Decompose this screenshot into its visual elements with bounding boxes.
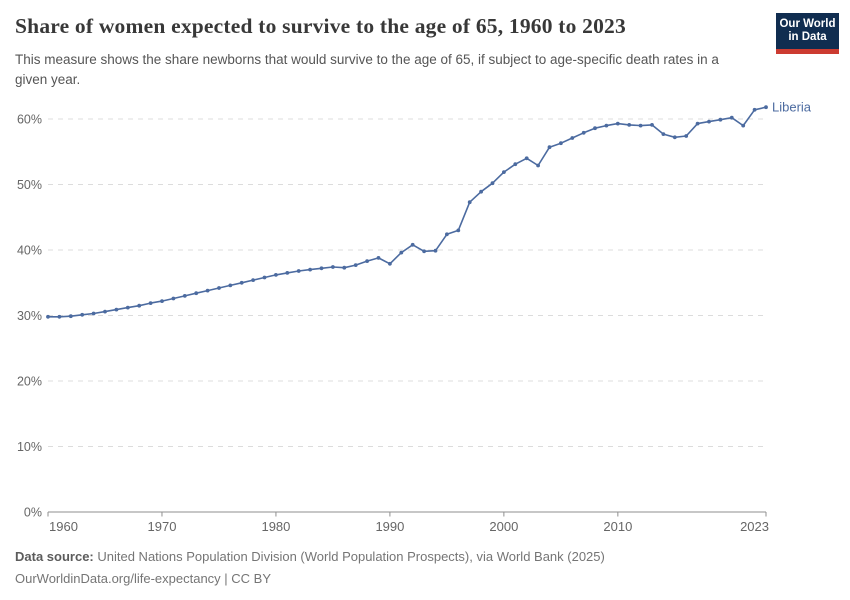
data-point	[456, 228, 461, 233]
data-point	[205, 288, 210, 293]
data-point	[741, 123, 746, 128]
data-point	[194, 291, 199, 296]
data-point	[502, 170, 506, 175]
data-source-label: Data source:	[15, 549, 94, 564]
data-point	[308, 267, 312, 272]
owid-logo-accent-bar	[776, 49, 839, 54]
data-point	[217, 286, 221, 290]
owid-logo: Our World in Data	[776, 13, 839, 54]
y-axis-tick-label: 60%	[17, 113, 42, 127]
data-point	[524, 156, 529, 161]
data-point	[228, 283, 233, 288]
data-point	[376, 256, 381, 260]
y-axis-tick-label: 0%	[24, 506, 42, 520]
y-axis-tick-label: 10%	[17, 440, 42, 454]
data-point	[331, 265, 335, 269]
data-point	[148, 301, 153, 305]
data-point	[46, 314, 50, 319]
data-point	[707, 119, 711, 124]
data-point	[638, 123, 643, 128]
data-point	[274, 273, 278, 277]
data-point	[615, 121, 620, 126]
data-point	[160, 299, 164, 303]
data-point	[604, 123, 609, 128]
data-point	[80, 312, 85, 317]
y-axis-tick-label: 20%	[17, 375, 42, 389]
data-point	[445, 232, 449, 237]
data-point	[91, 311, 96, 316]
data-point	[513, 162, 518, 167]
data-point	[319, 266, 324, 271]
data-point	[684, 134, 689, 138]
y-axis-tick-label: 30%	[17, 309, 42, 323]
x-axis-tick-label: 1980	[261, 519, 290, 534]
data-point	[399, 250, 404, 255]
data-point	[422, 249, 426, 254]
data-point	[171, 296, 176, 301]
y-axis-tick-label: 50%	[17, 178, 42, 192]
data-point	[342, 265, 347, 270]
chart-footer: Data source: United Nations Population D…	[15, 546, 815, 590]
data-point	[285, 271, 290, 275]
data-point	[137, 303, 142, 308]
data-point	[182, 294, 187, 298]
data-point	[718, 117, 723, 122]
series-label: Liberia	[772, 100, 812, 115]
data-point	[695, 121, 700, 126]
data-point	[490, 181, 495, 186]
data-point	[353, 263, 358, 267]
data-point	[752, 107, 757, 112]
data-point	[764, 105, 768, 110]
data-point	[593, 126, 597, 131]
chart-subtitle: This measure shows the share newborns th…	[15, 52, 719, 87]
data-point	[559, 141, 563, 146]
data-point	[729, 115, 734, 120]
data-point	[251, 278, 256, 282]
x-axis-tick-label: 2000	[489, 519, 518, 534]
data-source-line: Data source: United Nations Population D…	[15, 546, 815, 568]
owid-logo-line1: Our World	[779, 18, 836, 30]
data-point	[114, 307, 119, 312]
data-point	[467, 200, 472, 205]
data-point	[627, 123, 632, 127]
data-point	[365, 259, 369, 263]
data-point	[672, 135, 677, 140]
data-point	[433, 248, 438, 253]
data-point	[661, 132, 666, 137]
data-point	[479, 189, 483, 194]
y-axis-tick-label: 40%	[17, 244, 42, 258]
data-point	[536, 163, 540, 168]
license-line: OurWorldinData.org/life-expectancy | CC …	[15, 571, 272, 586]
x-axis-tick-label: 1960	[49, 519, 78, 534]
data-point	[410, 242, 415, 247]
owid-logo-box: Our World in Data	[776, 13, 839, 49]
data-point	[581, 130, 586, 135]
data-point	[296, 269, 301, 273]
x-axis-tick-label: 1990	[375, 519, 404, 534]
data-point	[68, 314, 73, 319]
data-point	[388, 261, 392, 266]
x-axis-tick-label: 2010	[603, 519, 632, 534]
x-axis-tick-label: 1970	[148, 519, 177, 534]
data-source-text: United Nations Population Division (Worl…	[93, 549, 605, 564]
data-point	[650, 123, 654, 127]
owid-logo-line2: in Data	[788, 31, 827, 43]
data-point	[103, 309, 107, 314]
data-line	[48, 106, 767, 318]
chart-title: Share of women expected to survive to th…	[15, 14, 626, 38]
x-axis-tick-label: 2023	[740, 519, 769, 534]
data-point	[57, 314, 62, 319]
data-point	[570, 136, 575, 140]
data-point	[125, 305, 130, 310]
data-point	[262, 275, 267, 280]
data-point	[547, 145, 552, 150]
data-point	[239, 280, 244, 285]
